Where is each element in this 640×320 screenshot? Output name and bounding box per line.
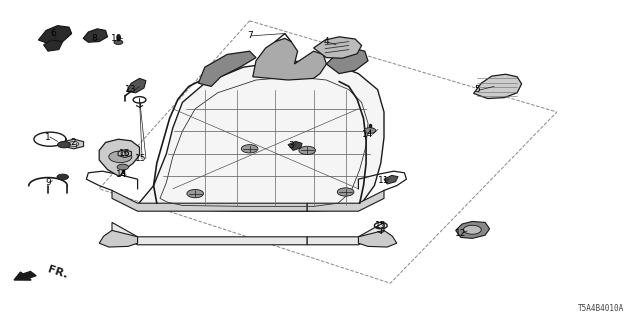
Text: 15: 15	[135, 154, 147, 163]
Circle shape	[117, 164, 129, 170]
Circle shape	[57, 174, 68, 180]
Text: 7: 7	[247, 31, 252, 40]
Circle shape	[463, 225, 481, 234]
Polygon shape	[127, 78, 146, 93]
Polygon shape	[112, 222, 307, 245]
Circle shape	[337, 188, 354, 196]
Text: 4: 4	[324, 37, 329, 46]
Polygon shape	[307, 190, 384, 211]
Circle shape	[241, 145, 258, 153]
Text: T5A4B4010A: T5A4B4010A	[578, 304, 624, 313]
Text: 11: 11	[378, 176, 390, 185]
Polygon shape	[44, 40, 63, 51]
Text: 2: 2	[71, 138, 76, 147]
Text: 13: 13	[125, 85, 137, 94]
Polygon shape	[83, 29, 108, 42]
Polygon shape	[118, 150, 131, 157]
Polygon shape	[326, 48, 368, 74]
Polygon shape	[99, 230, 138, 247]
FancyArrow shape	[14, 271, 36, 280]
Circle shape	[58, 141, 70, 148]
Polygon shape	[63, 139, 84, 149]
Polygon shape	[456, 221, 490, 238]
Polygon shape	[253, 38, 326, 80]
Text: 6: 6	[51, 29, 56, 38]
Text: 5: 5	[474, 85, 479, 94]
Text: 3: 3	[289, 141, 294, 150]
Circle shape	[109, 151, 132, 163]
Polygon shape	[314, 37, 362, 58]
Circle shape	[187, 189, 204, 198]
Text: 16: 16	[119, 149, 131, 158]
Polygon shape	[384, 175, 398, 184]
Polygon shape	[99, 139, 140, 176]
Polygon shape	[138, 61, 384, 211]
Polygon shape	[112, 190, 307, 211]
Polygon shape	[307, 222, 384, 245]
Polygon shape	[288, 141, 302, 150]
Text: 12: 12	[455, 229, 467, 238]
Text: 14: 14	[362, 130, 374, 139]
Circle shape	[364, 128, 376, 133]
Text: 15: 15	[375, 221, 387, 230]
Text: 10: 10	[111, 34, 123, 43]
Text: 14: 14	[116, 170, 127, 179]
Text: 8: 8	[92, 34, 97, 43]
Text: FR.: FR.	[46, 264, 68, 280]
Circle shape	[114, 40, 123, 44]
Polygon shape	[38, 26, 72, 44]
Polygon shape	[198, 51, 256, 86]
Text: 9: 9	[45, 178, 51, 187]
Polygon shape	[358, 230, 397, 247]
Text: 1: 1	[45, 133, 51, 142]
Polygon shape	[474, 74, 522, 99]
Circle shape	[299, 146, 316, 155]
